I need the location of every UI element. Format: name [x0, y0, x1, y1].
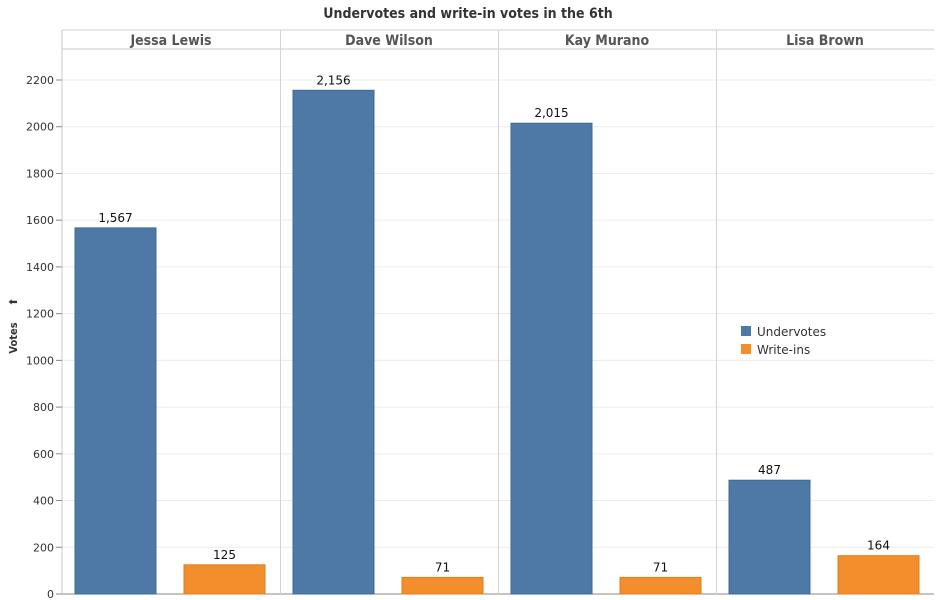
bar-write-ins[interactable] [619, 576, 702, 595]
legend: Undervotes Write-ins [741, 325, 826, 357]
bar-undervotes[interactable] [292, 89, 375, 595]
bar-value-label: 2,015 [534, 106, 568, 120]
bar-value-label: 164 [867, 539, 890, 553]
panel-header-label: Kay Murano [565, 33, 650, 49]
bar-write-ins[interactable] [401, 576, 484, 595]
bars [74, 89, 920, 595]
bar-value-label: 71 [653, 560, 668, 574]
y-tick-label: 0 [47, 588, 54, 600]
panel-headers: Jessa Lewis Dave Wilson Kay Murano Lisa Bro… [129, 33, 863, 49]
y-tick-label: 1200 [26, 308, 54, 321]
bar-write-ins[interactable] [183, 564, 266, 595]
bar-undervotes[interactable] [74, 227, 157, 595]
data-labels: 1,567 2,156 2,015 487 125 71 71 164 [98, 73, 890, 574]
bar-value-label: 2,156 [316, 73, 350, 87]
y-axis-title: Votes ⬆ [7, 298, 20, 354]
y-tick-label: 2000 [26, 121, 54, 134]
y-tick-label: 1400 [26, 261, 54, 274]
y-tick-label: 800 [33, 401, 54, 414]
y-tick-label: 600 [33, 448, 54, 461]
panel-header-label: Lisa Brown [786, 33, 864, 49]
legend-swatch [741, 344, 751, 354]
bar-value-label: 1,567 [98, 211, 132, 225]
legend-entry: Write-ins [757, 343, 810, 357]
y-tick-label: 1000 [26, 354, 54, 367]
bar-value-label: 125 [213, 548, 236, 562]
sort-icon[interactable]: ⬆ [7, 298, 20, 306]
legend-entry: Undervotes [757, 325, 826, 339]
y-tick-label: 400 [33, 495, 54, 508]
bar-undervotes[interactable] [728, 479, 811, 595]
y-tick-label: 200 [33, 541, 54, 554]
y-axis: 0 200 400 600 800 1000 1200 1400 1600 1800 2000 220… [26, 74, 62, 600]
panel-header-label: Jessa Lewis [129, 33, 211, 49]
panel-header-label: Dave Wilson [345, 33, 433, 49]
y-tick-label: 1800 [26, 167, 54, 180]
y-tick-label: 2200 [26, 74, 54, 87]
bar-undervotes[interactable] [510, 122, 593, 595]
bar-value-label: 71 [435, 560, 450, 574]
y-axis-label: Votes [7, 322, 20, 353]
chart-title: Undervotes and write-in votes in the 6th [323, 6, 612, 22]
bar-value-label: 487 [758, 463, 781, 477]
bar-write-ins[interactable] [837, 555, 920, 595]
legend-swatch [741, 326, 751, 336]
y-tick-label: 1600 [26, 214, 54, 227]
